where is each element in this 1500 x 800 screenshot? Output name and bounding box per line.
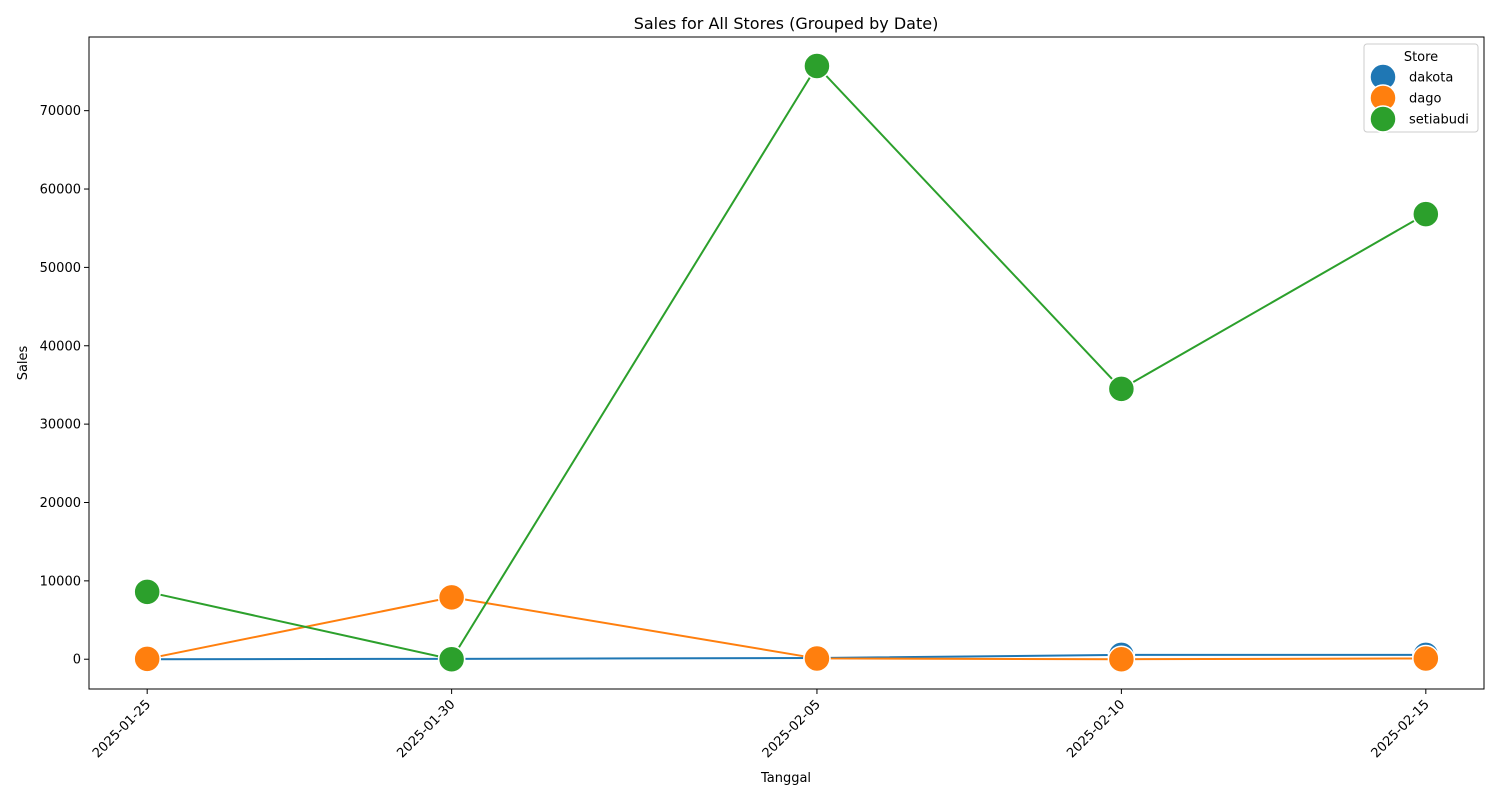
legend-label-dakota: dakota — [1409, 71, 1453, 86]
x-axis-label: Tanggal — [760, 771, 811, 786]
y-tick-label: 30000 — [40, 418, 81, 433]
y-tick-label: 20000 — [40, 496, 81, 511]
x-tick-label: 2025-01-30 — [394, 697, 458, 761]
data-point-setiabudi — [437, 645, 466, 673]
legend-label-setiabudi: setiabudi — [1409, 113, 1469, 128]
data-point-dago — [133, 645, 161, 673]
data-point-setiabudi — [1107, 375, 1136, 403]
legend: Store dakota dago setiabudi — [1363, 43, 1479, 133]
y-tick-label: 0 — [73, 653, 81, 668]
data-point-dago — [1107, 645, 1136, 673]
data-point-dago — [437, 583, 466, 612]
x-tick-label: 2025-01-25 — [90, 697, 154, 761]
data-point-dago — [803, 644, 831, 673]
x-tick-label: 2025-02-15 — [1369, 697, 1433, 761]
series-line-dago — [146, 596, 1426, 661]
y-axis: 0 10000 20000 30000 40000 50000 60000 70000 — [40, 104, 89, 668]
legend-title: Store — [1404, 50, 1438, 65]
x-tick-label: 2025-02-10 — [1064, 697, 1128, 761]
plot-area — [133, 52, 1440, 673]
data-point-setiabudi — [133, 578, 161, 606]
y-tick-label: 40000 — [40, 339, 81, 354]
legend-marker-setiabudi — [1369, 105, 1397, 133]
legend-label-dago: dago — [1409, 92, 1441, 107]
y-tick-label: 60000 — [40, 183, 81, 198]
y-tick-label: 10000 — [40, 574, 81, 589]
chart-title: Sales for All Stores (Grouped by Date) — [634, 14, 939, 33]
data-point-setiabudi — [1412, 200, 1440, 228]
data-point-dago — [1412, 644, 1440, 673]
y-tick-label: 70000 — [40, 104, 81, 119]
x-axis: 2025-01-25 2025-01-30 2025-02-05 2025-02-10… — [90, 689, 1433, 761]
x-tick-label: 2025-02-05 — [760, 697, 824, 761]
y-tick-label: 50000 — [40, 261, 81, 276]
data-point-setiabudi — [803, 52, 831, 80]
y-axis-label: Sales — [16, 345, 31, 380]
axes-frame — [88, 36, 1485, 690]
series-line-setiabudi — [146, 64, 1427, 661]
